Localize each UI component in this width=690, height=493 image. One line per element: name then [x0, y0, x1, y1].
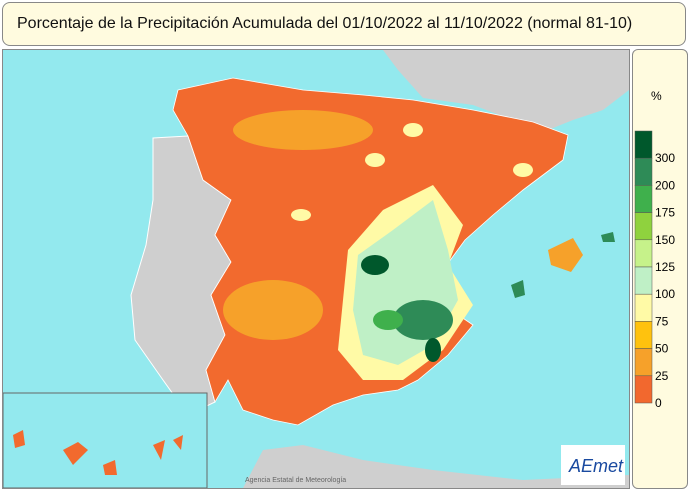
title-box: Porcentaje de la Precipitación Acumulada… [2, 2, 686, 46]
legend-swatch [634, 375, 653, 404]
zone [361, 255, 389, 275]
logo: AEmet [568, 456, 624, 476]
legend-svg: % 300 200 175 150 125 100 75 50 25 0 [634, 89, 675, 410]
legend-label: 50 [655, 342, 669, 356]
legend-label: 75 [655, 314, 669, 328]
zone [393, 300, 453, 340]
legend-swatch [634, 157, 653, 186]
legend: % 300 200 175 150 125 100 75 50 25 0 [632, 49, 688, 489]
legend-label: 0 [655, 396, 662, 410]
logo-box [561, 445, 625, 485]
agency: Agencia Estatal de Meteorología [245, 477, 346, 484]
legend-swatch [634, 130, 653, 159]
legend-label: 100 [655, 287, 675, 301]
map: Agencia Estatal de Meteorología AEmet [2, 49, 630, 489]
legend-label: 175 [655, 206, 675, 220]
legend-swatch [634, 239, 653, 268]
zone [233, 110, 373, 150]
france [383, 50, 629, 130]
title: Porcentaje de la Precipitación Acumulada… [17, 15, 633, 32]
legend-swatch [634, 321, 653, 349]
legend-swatch [634, 293, 653, 322]
zone [365, 153, 385, 167]
mallorca [548, 238, 583, 272]
africa [243, 445, 629, 488]
ibiza [511, 280, 525, 298]
legend-swatch [634, 348, 653, 377]
legend-label: 25 [655, 369, 669, 383]
legend-swatch [634, 212, 653, 241]
map-svg: Agencia Estatal de Meteorología AEmet [3, 50, 629, 488]
zone [403, 123, 423, 137]
zone [291, 209, 311, 221]
legend-swatch [634, 185, 653, 213]
legend-label: 150 [655, 233, 675, 247]
legend-label: 125 [655, 260, 675, 274]
legend-swatch [634, 266, 653, 295]
legend-unit: % [651, 89, 662, 103]
zone [223, 280, 323, 340]
zone [425, 338, 441, 362]
zone [513, 163, 533, 177]
legend-label: 200 [655, 178, 675, 192]
legend-label: 300 [655, 151, 675, 165]
menorca [601, 232, 615, 242]
zone [373, 310, 403, 330]
